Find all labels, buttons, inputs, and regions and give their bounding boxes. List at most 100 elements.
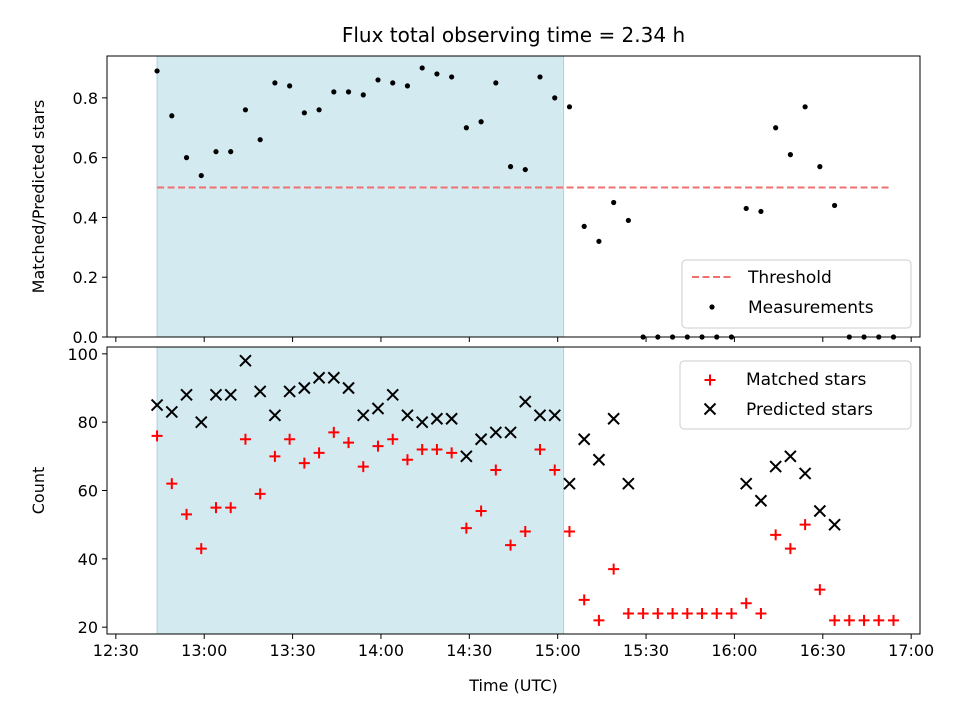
x-tick-label: 14:30 — [446, 641, 492, 660]
predicted-star-point — [592, 453, 606, 466]
predicted-star-point — [401, 409, 414, 422]
matched-star-point — [490, 464, 502, 476]
legend-matched-label: Matched stars — [746, 370, 866, 390]
measurement-point — [787, 152, 793, 158]
predicted-star-point — [415, 415, 429, 429]
matched-star-point — [254, 488, 266, 500]
predicted-star-point — [239, 354, 252, 367]
x-tick-label: 14:00 — [358, 641, 404, 660]
measurement-point — [522, 166, 528, 173]
predicted-star-point — [533, 409, 547, 422]
matched-star-point — [416, 444, 428, 455]
predicted-star-point — [430, 412, 444, 425]
matched-star-point — [181, 508, 193, 520]
predicted-star-point — [386, 388, 399, 402]
matched-star-point — [563, 526, 575, 537]
matched-star-point — [151, 430, 163, 442]
legend-box — [681, 259, 912, 329]
observing-window-shading — [156, 55, 565, 338]
matched-star-point — [166, 478, 178, 490]
measurement-point — [478, 119, 484, 125]
matched-star-point — [505, 539, 517, 551]
predicted-star-point — [180, 388, 193, 402]
x-axis-label: Time (UTC) — [468, 676, 557, 695]
matched-star-point — [210, 502, 222, 514]
y-tick-label: 80 — [78, 413, 98, 432]
top-panel: 0.0 0.2 0.4 0.6 0.8 Flux total observing time… — [29, 23, 921, 347]
predicted-star-point — [460, 450, 473, 463]
measurement-point — [272, 80, 278, 86]
measurement-point — [831, 202, 838, 209]
matched-star-point — [667, 608, 679, 619]
chart-title: Flux total observing time = 2.34 h — [342, 23, 685, 47]
measurement-point — [242, 107, 249, 113]
measurement-point — [390, 80, 396, 86]
x-tick-label: 17:00 — [888, 641, 934, 660]
matched-star-point — [225, 502, 237, 514]
measurement-point — [169, 113, 175, 119]
matched-star-point — [622, 608, 634, 619]
matched-star-point — [608, 563, 620, 575]
legend-measurements-swatch — [709, 304, 715, 310]
matched-star-point — [357, 461, 369, 473]
x-tick-label: 16:30 — [800, 641, 846, 660]
y-tick-label: 40 — [78, 550, 98, 569]
predicted-star-point — [327, 371, 341, 384]
predicted-star-point — [224, 388, 237, 402]
predicted-star-point — [253, 385, 267, 398]
y-tick-label: 0.8 — [73, 89, 98, 108]
x-tick-label: 12:30 — [93, 641, 139, 660]
predicted-star-point — [283, 385, 296, 398]
matched-star-point — [269, 450, 281, 462]
measurement-point — [493, 80, 499, 86]
matched-star-point — [284, 433, 296, 445]
y-axis-label: Matched/Predicted stars — [29, 100, 48, 294]
matched-star-point — [593, 614, 605, 626]
predicted-star-point — [312, 371, 326, 384]
matched-star-point — [549, 464, 561, 476]
matched-star-point — [843, 614, 855, 626]
matched-star-point — [799, 519, 811, 531]
predicted-star-point — [739, 477, 753, 490]
matched-star-point — [328, 426, 340, 438]
measurement-point — [257, 137, 263, 143]
legend-measurements-label: Measurements — [748, 298, 874, 318]
matched-star-point — [681, 608, 693, 619]
predicted-star-point — [371, 402, 385, 415]
matched-star-point — [740, 597, 752, 609]
matched-star-point — [460, 522, 472, 534]
plot-frame — [106, 55, 921, 338]
matched-star-point — [873, 614, 885, 626]
matched-star-point — [652, 608, 664, 619]
matched-star-point — [755, 608, 767, 619]
measurement-point — [463, 125, 469, 131]
x-tick-label: 16:00 — [711, 641, 757, 660]
predicted-star-point — [298, 381, 311, 395]
legend-predicted-label: Predicted stars — [746, 400, 873, 420]
measurement-point — [287, 83, 293, 89]
matched-star-point — [298, 457, 310, 469]
predicted-star-point — [548, 409, 561, 422]
y-tick-label: 0.0 — [73, 328, 98, 347]
x-tick-label: 15:00 — [535, 641, 581, 660]
predicted-star-point — [268, 409, 282, 422]
matched-star-point — [858, 614, 870, 626]
x-tick-label: 13:30 — [270, 641, 316, 660]
y-tick-label: 0.6 — [73, 149, 98, 168]
legend-predicted-swatch — [703, 402, 717, 416]
measurement-point — [773, 125, 779, 131]
predicted-star-point — [813, 504, 827, 518]
matched-star-point — [195, 543, 207, 555]
predicted-star-point — [150, 398, 164, 412]
matched-star-point — [829, 614, 841, 626]
predicted-star-point — [754, 494, 768, 507]
y-tick-label: 60 — [78, 482, 98, 501]
measurement-point — [301, 110, 307, 116]
measurement-point — [213, 149, 219, 155]
measurement-point — [537, 74, 543, 80]
predicted-star-point — [622, 477, 635, 490]
matched-star-point — [725, 608, 737, 619]
measurement-point — [449, 74, 455, 80]
measurement-point — [566, 104, 573, 110]
